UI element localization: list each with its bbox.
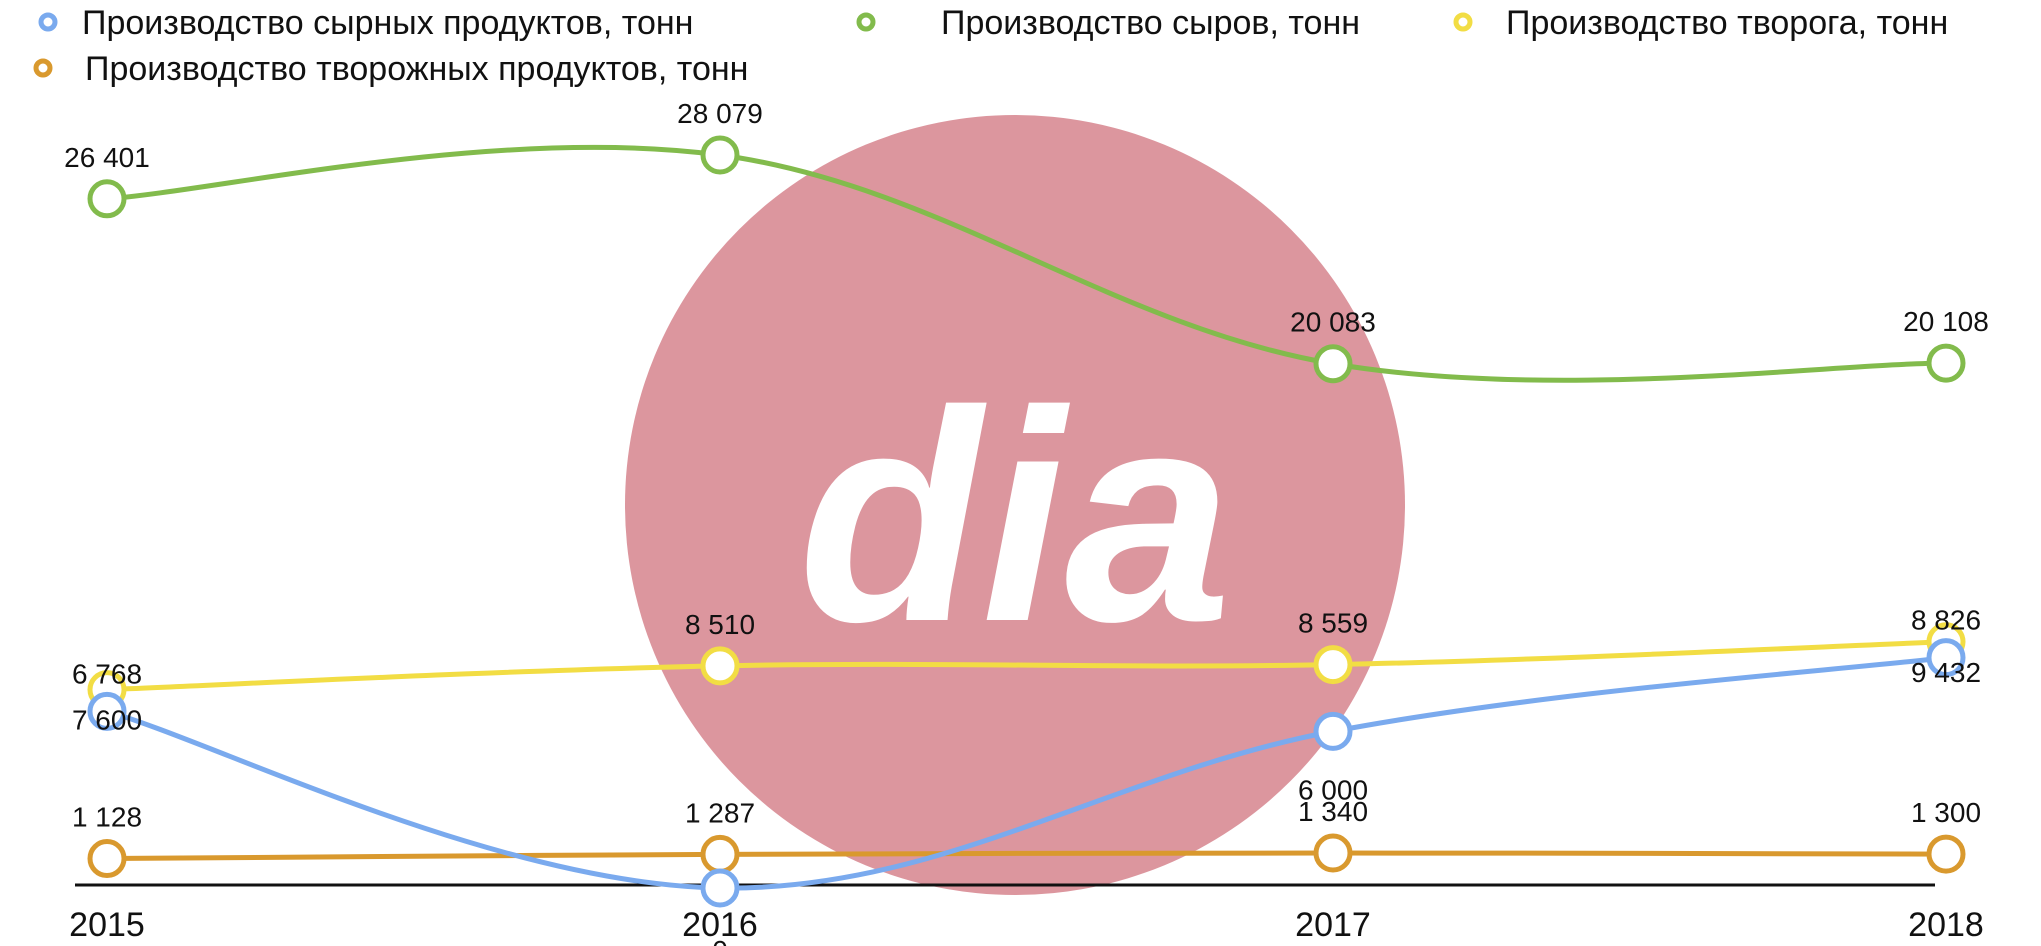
data-label: 8 826 <box>1911 605 1981 636</box>
data-point <box>1313 344 1353 384</box>
data-point <box>87 691 127 731</box>
data-label: 28 079 <box>677 98 763 129</box>
x-tick-label: 2018 <box>1908 906 1984 944</box>
series-line <box>104 144 1949 383</box>
data-label: 20 083 <box>1290 307 1376 338</box>
data-point <box>1313 833 1353 873</box>
data-point <box>700 868 740 908</box>
legend-label: Производство творога, тонн <box>1506 4 1948 42</box>
data-point <box>700 834 740 874</box>
watermark: dia <box>625 115 1405 895</box>
data-label: 0 <box>712 935 728 946</box>
legend: Производство сырных продуктов, тонн Прои… <box>33 4 1948 88</box>
data-label: 6 768 <box>72 658 142 689</box>
data-point <box>700 135 740 175</box>
watermark-circle <box>625 115 1405 895</box>
legend-item-curd-products: Производство творожных продуктов, тонн <box>33 50 748 88</box>
legend-marker <box>38 12 58 32</box>
data-label: 1 128 <box>72 802 142 833</box>
data-label: 8 559 <box>1298 608 1368 639</box>
legend-item-cheese-products: Производство сырных продуктов, тонн <box>38 4 693 42</box>
data-label: 9 432 <box>1911 657 1981 688</box>
data-point <box>700 646 740 686</box>
data-labels: 1 128 1 287 1 340 1 300 7 600 8 510 8 559 9 432… <box>64 98 1989 946</box>
legend-label: Производство сырных продуктов, тонн <box>82 4 693 42</box>
data-label: 8 510 <box>685 609 755 640</box>
watermark-logo-text: dia <box>798 348 1231 684</box>
data-label: 6 000 <box>1298 774 1368 805</box>
legend-marker <box>856 12 876 32</box>
data-point <box>1926 834 1966 874</box>
legend-marker <box>1453 12 1473 32</box>
legend-label: Производство творожных продуктов, тонн <box>85 50 748 88</box>
data-point <box>87 839 127 879</box>
legend-item-curd: Производство творога, тонн <box>1453 4 1948 42</box>
series-lines <box>104 144 1949 891</box>
data-label: 1 340 <box>1298 796 1368 827</box>
data-label: 1 300 <box>1911 797 1981 828</box>
data-point <box>87 179 127 219</box>
x-tick-label: 2017 <box>1295 906 1371 944</box>
data-label: 1 287 <box>685 797 755 828</box>
legend-label: Производство сыров, тонн <box>941 4 1360 42</box>
x-axis-ticks: 2015 2016 2017 2018 <box>69 906 1984 944</box>
legend-item-cheeses: Производство сыров, тонн <box>856 4 1360 42</box>
data-point <box>1926 638 1966 678</box>
legend-marker <box>33 58 53 78</box>
data-label: 20 108 <box>1903 306 1989 337</box>
data-point <box>1313 711 1353 751</box>
x-tick-label: 2016 <box>682 906 758 944</box>
series-line <box>104 639 1949 693</box>
series-points <box>87 135 1966 908</box>
data-point <box>1313 645 1353 685</box>
data-label: 7 600 <box>72 705 142 736</box>
data-label: 26 401 <box>64 142 150 173</box>
series-line <box>104 655 1949 891</box>
data-point <box>1926 343 1966 383</box>
series-line <box>104 850 1949 862</box>
x-tick-label: 2015 <box>69 906 145 944</box>
